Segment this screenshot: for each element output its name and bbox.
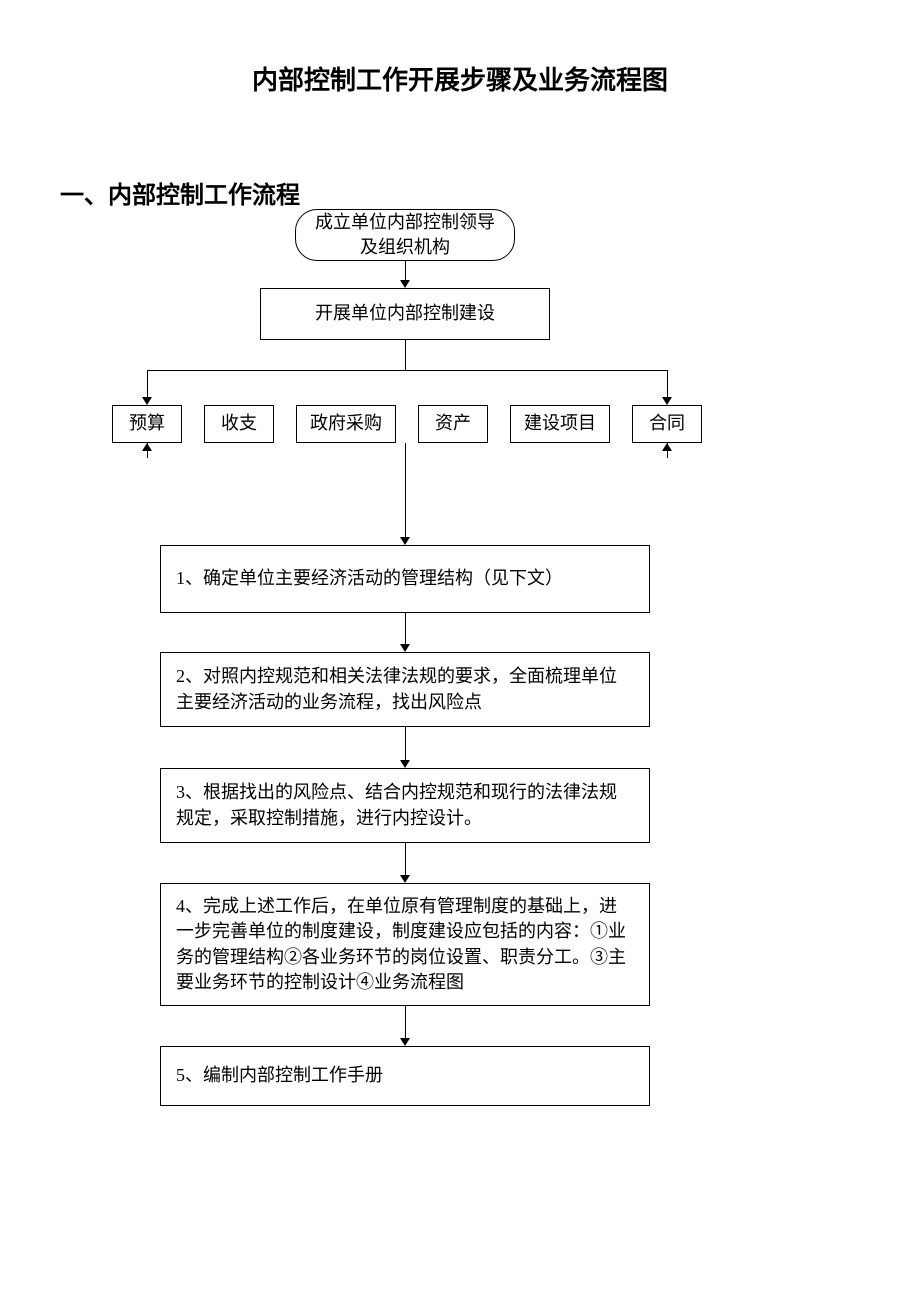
edge-step4-step5	[405, 1006, 406, 1038]
node-step5: 5、编制内部控制工作手册	[160, 1046, 650, 1106]
node-step3-text: 3、根据找出的风险点、结合内控规范和现行的法律法规规定，采取控制措施，进行内控设…	[176, 780, 634, 830]
node-step2: 2、对照内控规范和相关法律法规的要求，全面梳理单位主要经济活动的业务流程，找出风…	[160, 652, 650, 727]
edge-step2-step3-arrowhead	[400, 760, 410, 768]
node-cat5-text: 建设项目	[524, 411, 596, 436]
node-cat4: 资产	[418, 405, 488, 443]
page-title: 内部控制工作开展步骤及业务流程图	[0, 60, 920, 97]
edge-step1-step2	[405, 613, 406, 644]
node-start-text: 成立单位内部控制领导 及组织机构	[315, 210, 495, 260]
node-step3: 3、根据找出的风险点、结合内控规范和现行的法律法规规定，采取控制措施，进行内控设…	[160, 768, 650, 843]
node-cat6-text: 合同	[649, 411, 685, 436]
node-step1-text: 1、确定单位主要经济活动的管理结构（见下文）	[176, 566, 563, 591]
node-build: 开展单位内部控制建设	[260, 288, 550, 340]
edge-step4-step5-arrowhead	[400, 1038, 410, 1046]
node-start: 成立单位内部控制领导 及组织机构	[295, 209, 515, 261]
edge-build-split-stem	[405, 340, 406, 370]
edge-step1-step2-arrowhead	[400, 644, 410, 652]
edge-right-feedback-arrowhead	[662, 443, 672, 451]
node-step5-text: 5、编制内部控制工作手册	[176, 1063, 383, 1088]
edge-split-cat1-arrowhead	[142, 397, 152, 405]
edge-start-build-arrowhead	[400, 280, 410, 288]
edge-build-split-bar	[147, 370, 667, 371]
node-cat4-text: 资产	[435, 411, 471, 436]
edge-start-build	[405, 261, 406, 281]
edge-cat-step1-arrowhead	[400, 537, 410, 545]
node-step4: 4、完成上述工作后，在单位原有管理制度的基础上，进一步完善单位的制度建设，制度建…	[160, 883, 650, 1006]
node-cat3-text: 政府采购	[310, 411, 382, 436]
node-cat6: 合同	[632, 405, 702, 443]
edge-cat-step1	[405, 443, 406, 537]
node-step4-text: 4、完成上述工作后，在单位原有管理制度的基础上，进一步完善单位的制度建设，制度建…	[176, 894, 634, 995]
edge-split-cat6-arrowhead	[662, 397, 672, 405]
node-step2-text: 2、对照内控规范和相关法律法规的要求，全面梳理单位主要经济活动的业务流程，找出风…	[176, 664, 634, 714]
node-cat1: 预算	[112, 405, 182, 443]
edge-left-feedback-arrowhead	[142, 443, 152, 451]
edge-split-cat6	[667, 370, 668, 397]
edge-split-cat1	[147, 370, 148, 397]
edge-step3-step4-arrowhead	[400, 875, 410, 883]
edge-step3-step4	[405, 843, 406, 875]
node-cat2: 收支	[204, 405, 274, 443]
section-title: 一、内部控制工作流程	[60, 175, 300, 210]
edge-step2-step3	[405, 727, 406, 760]
node-cat3: 政府采购	[296, 405, 396, 443]
node-cat2-text: 收支	[221, 411, 257, 436]
node-cat1-text: 预算	[129, 411, 165, 436]
node-cat5: 建设项目	[510, 405, 610, 443]
node-build-text: 开展单位内部控制建设	[315, 301, 495, 326]
node-step1: 1、确定单位主要经济活动的管理结构（见下文）	[160, 545, 650, 613]
